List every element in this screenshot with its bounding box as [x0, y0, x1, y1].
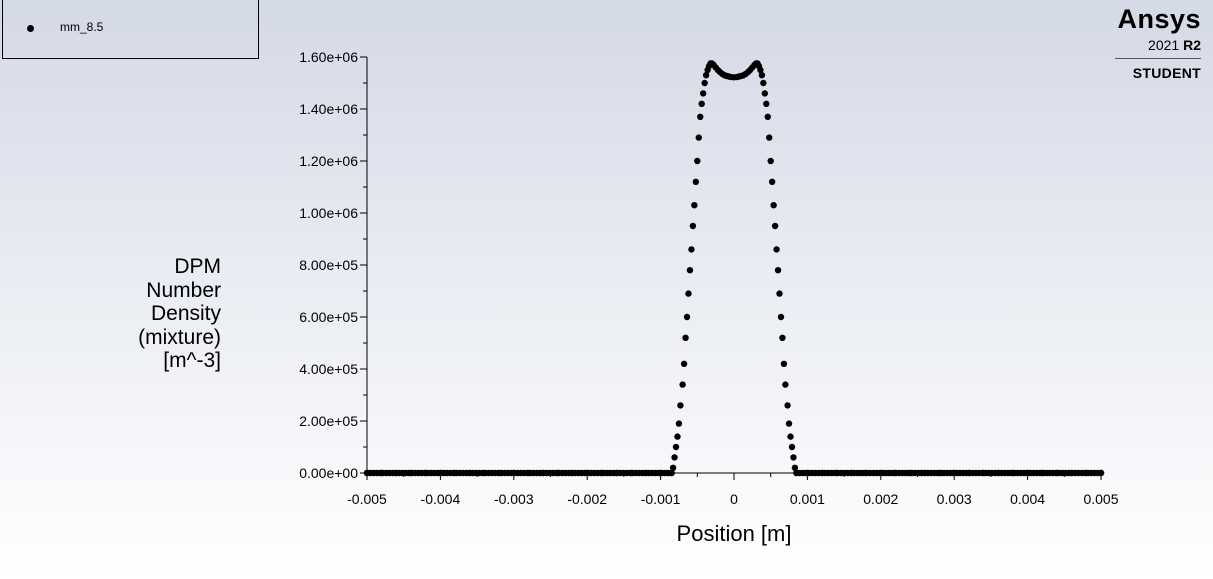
- data-point: [691, 202, 698, 209]
- y-axis-label-line: Number: [146, 278, 221, 302]
- data-point: [683, 313, 691, 321]
- data-point: [694, 157, 701, 165]
- x-tick-label: 0.002: [863, 491, 898, 507]
- x-tick-label: 0.005: [1083, 491, 1118, 507]
- data-point: [674, 433, 681, 440]
- data-point: [779, 334, 786, 341]
- data-point: [668, 469, 675, 477]
- data-point: [672, 443, 680, 451]
- y-tick-label: 2.00e+05: [299, 413, 358, 429]
- data-point: [1097, 469, 1105, 477]
- y-tick-label: 0.00e+00: [299, 465, 358, 481]
- x-tick-label: 0: [730, 491, 738, 507]
- data-point: [766, 134, 773, 141]
- data-point: [758, 72, 766, 79]
- x-tick-label: -0.003: [494, 491, 534, 507]
- y-axis-label: DPM Number Density (mixture) [m^-3]: [100, 255, 221, 373]
- brand-version: 2021 R2: [1111, 36, 1201, 54]
- y-tick-label: 6.00e+05: [299, 309, 358, 325]
- x-tick-label: -0.002: [567, 491, 607, 507]
- axes: [366, 57, 1101, 474]
- data-point: [701, 79, 708, 87]
- data-point: [675, 420, 683, 427]
- ansys-brand: Ansys 2021 R2 STUDENT: [1111, 4, 1201, 81]
- data-point: [764, 113, 771, 121]
- data-point: [768, 178, 776, 185]
- x-tick-label: -0.005: [347, 491, 387, 507]
- x-tick-label: 0.001: [790, 491, 825, 507]
- data-point: [780, 360, 788, 367]
- brand-version-year: 2021: [1148, 37, 1180, 53]
- legend-marker-icon: [27, 25, 34, 32]
- data-point: [790, 454, 797, 461]
- data-point: [685, 290, 692, 297]
- x-tick-label: 0.003: [937, 491, 972, 507]
- brand-divider: [1115, 58, 1201, 59]
- data-point: [760, 79, 767, 87]
- data-point: [785, 420, 793, 427]
- data-point: [771, 222, 779, 230]
- data-point: [679, 381, 686, 388]
- data-point: [791, 464, 799, 471]
- y-ticks: 0.00e+00 2.00e+05 4.00e+05 6.00e+05 8.00e+05…: [299, 49, 367, 481]
- data-point: [761, 90, 769, 97]
- brand-name: Ansys: [1117, 4, 1201, 34]
- data-point: [788, 443, 796, 451]
- y-axis-label-line: Density: [150, 302, 221, 325]
- x-tick-label: -0.001: [641, 491, 681, 507]
- data-point: [682, 334, 689, 341]
- data-point: [697, 113, 704, 121]
- data-point: [689, 222, 697, 230]
- data-point: [787, 433, 794, 440]
- legend: mm_8.5: [2, 0, 259, 59]
- data-point: [677, 402, 684, 409]
- y-tick-label: 8.00e+05: [299, 257, 358, 273]
- x-axis-label: Position [m]: [677, 521, 792, 546]
- data-point: [698, 100, 705, 108]
- data-point: [782, 381, 789, 388]
- data-points: [363, 60, 1105, 477]
- y-axis-label-line: (mixture): [138, 325, 221, 349]
- y-axis-label-line: [m^-3]: [163, 349, 221, 372]
- brand-version-release: R2: [1183, 37, 1201, 53]
- legend-series-label: mm_8.5: [60, 20, 104, 34]
- y-axis-label-line: DPM: [174, 255, 221, 278]
- data-point: [688, 246, 695, 253]
- data-point: [692, 178, 700, 185]
- data-point: [699, 90, 707, 97]
- x-ticks: -0.005 -0.004 -0.003 -0.002 -0.001 0 0.001 0.00…: [347, 473, 1119, 507]
- data-point: [702, 72, 710, 79]
- brand-edition: STUDENT: [1132, 65, 1201, 81]
- y-tick-label: 1.00e+06: [299, 205, 358, 221]
- data-point: [671, 454, 678, 461]
- y-tick-label: 1.40e+06: [299, 101, 358, 117]
- data-point: [774, 267, 782, 274]
- y-tick-label: 1.60e+06: [299, 49, 358, 65]
- data-point: [784, 402, 791, 409]
- data-point: [767, 157, 774, 165]
- y-tick-label: 4.00e+05: [299, 361, 358, 377]
- data-point: [763, 100, 770, 108]
- x-tick-label: -0.004: [421, 491, 461, 507]
- data-point: [695, 134, 702, 141]
- data-point: [777, 313, 785, 321]
- data-point: [770, 202, 777, 209]
- data-point: [686, 267, 694, 274]
- data-point: [773, 246, 780, 253]
- data-point: [680, 360, 688, 367]
- data-point: [669, 464, 677, 471]
- data-point: [757, 66, 764, 74]
- data-point: [776, 290, 783, 297]
- y-tick-label: 1.20e+06: [299, 153, 358, 169]
- x-tick-label: 0.004: [1010, 491, 1045, 507]
